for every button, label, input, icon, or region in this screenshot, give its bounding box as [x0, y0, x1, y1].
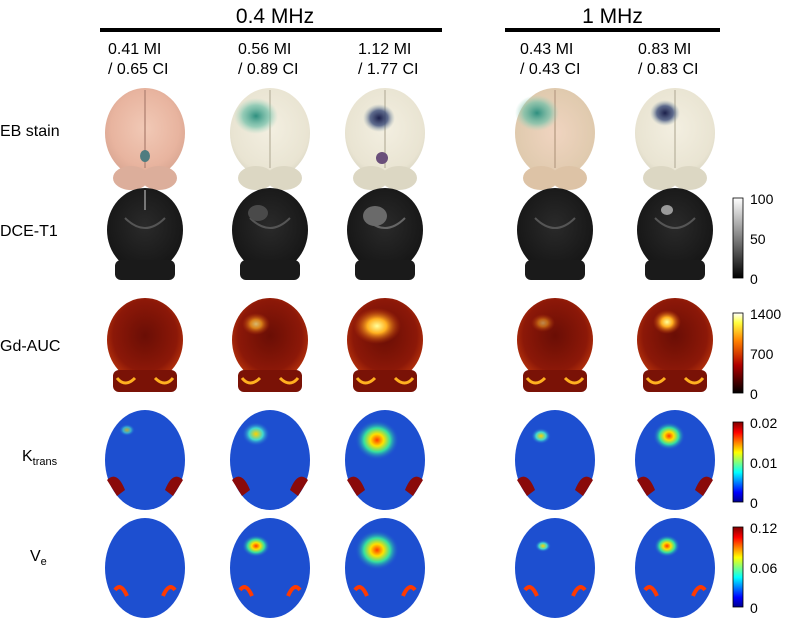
gd-panel-3 — [347, 298, 423, 392]
ve-panel-1 — [105, 518, 185, 618]
ktrans-main: K — [22, 448, 33, 465]
colorbar-gd — [732, 312, 744, 394]
colorbar-dce-top: 100 — [750, 191, 774, 207]
column-label-3-mi: 1.12 MI — [358, 41, 412, 58]
group-bracket-0-4mhz — [100, 28, 442, 32]
colorbar-ve-top: 0.12 — [750, 520, 778, 536]
colorbar-gd-bot: 0 — [750, 386, 758, 402]
colorbar-ve-mid: 0.06 — [750, 560, 778, 576]
row-label-gd-auc: Gd-AUC — [0, 338, 61, 355]
colorbar-ve — [732, 526, 744, 608]
dce-panel-1 — [107, 188, 183, 280]
eb-brain-3 — [345, 88, 425, 190]
column-label-3-ci: / 1.77 CI — [358, 61, 419, 78]
colorbar-gd-top: 1400 — [750, 306, 782, 322]
dce-panel-4 — [517, 188, 593, 280]
colorbar-ktrans-mid: 0.01 — [750, 455, 778, 471]
dce-panel-2 — [232, 188, 308, 280]
row-label-eb-stain: EB stain — [0, 123, 60, 140]
column-label-1: 0.41 MI / 0.65 CI — [108, 40, 168, 80]
eb-brain-1 — [105, 88, 185, 190]
ktrans-sub: trans — [32, 456, 58, 469]
eb-brain-4 — [515, 88, 595, 190]
gd-panel-4 — [517, 298, 593, 392]
colorbar-dce-bot: 0 — [750, 271, 758, 287]
colorbar-dce — [732, 197, 744, 279]
column-label-2-mi: 0.56 MI — [238, 41, 292, 58]
eb-brain-2 — [230, 88, 310, 190]
column-label-5-ci: / 0.83 CI — [638, 61, 699, 78]
column-label-4: 0.43 MI / 0.43 CI — [520, 40, 580, 80]
gd-panel-5 — [637, 298, 713, 392]
column-label-2: 0.56 MI / 0.89 CI — [238, 40, 298, 80]
group-header-1mhz: 1 MHz — [582, 5, 643, 28]
colorbar-ve-bot: 0 — [750, 600, 758, 616]
row-label-dce-t1: DCE-T1 — [0, 223, 58, 240]
group-header-0-4mhz: 0.4 MHz — [235, 5, 315, 28]
ve-sub: e — [40, 556, 47, 569]
colorbar-dce-mid: 50 — [750, 231, 766, 247]
colorbar-ktrans-bot: 0 — [750, 495, 758, 511]
ktrans-panel-3 — [345, 410, 425, 510]
column-label-4-mi: 0.43 MI — [520, 41, 574, 58]
column-label-1-ci: / 0.65 CI — [108, 61, 169, 78]
gd-panel-2 — [232, 298, 308, 392]
gd-panel-1 — [107, 298, 183, 392]
column-label-2-ci: / 0.89 CI — [238, 61, 299, 78]
ve-main: V — [30, 548, 41, 565]
colorbar-ktrans-top: 0.02 — [750, 415, 778, 431]
dce-panel-5 — [637, 188, 713, 280]
row-label-ve: Ve — [30, 548, 47, 568]
row-label-ktrans: Ktrans — [22, 448, 57, 468]
column-label-1-mi: 0.41 MI — [108, 41, 162, 58]
column-label-5-mi: 0.83 MI — [638, 41, 692, 58]
column-label-3: 1.12 MI / 1.77 CI — [358, 40, 418, 80]
ktrans-panel-5 — [635, 410, 715, 510]
ve-panel-4 — [515, 518, 595, 618]
ve-panel-5 — [635, 518, 715, 618]
column-label-5: 0.83 MI / 0.83 CI — [638, 40, 698, 80]
ve-panel-2 — [230, 518, 310, 618]
dce-panel-3 — [347, 188, 423, 280]
group-bracket-1mhz — [505, 28, 720, 32]
ktrans-panel-1 — [105, 410, 185, 510]
colorbar-ktrans — [732, 421, 744, 503]
ktrans-panel-2 — [230, 410, 310, 510]
ktrans-panel-4 — [515, 410, 595, 510]
eb-brain-5 — [635, 88, 715, 190]
column-label-4-ci: / 0.43 CI — [520, 61, 581, 78]
colorbar-gd-mid: 700 — [750, 346, 774, 362]
ve-panel-3 — [345, 518, 425, 618]
